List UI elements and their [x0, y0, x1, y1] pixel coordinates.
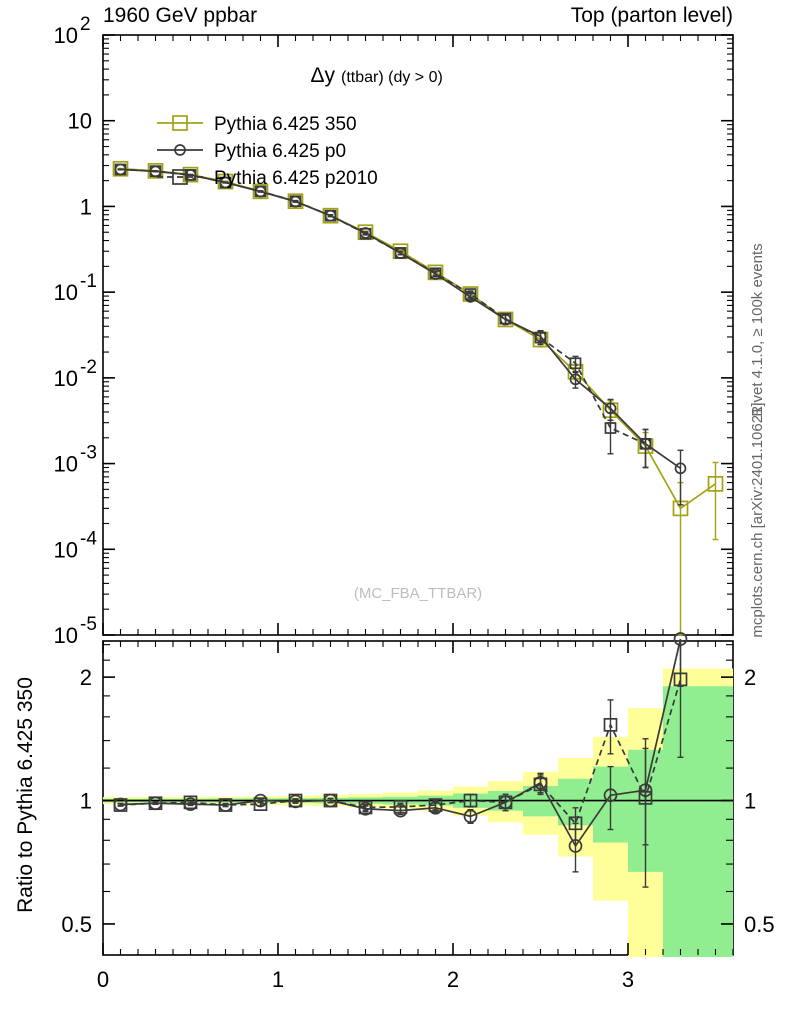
main-ytick-exponent: -3 — [80, 443, 97, 464]
main-ytick-label: 10 — [54, 623, 78, 648]
legend-label: Pythia 6.425 p2010 — [214, 168, 378, 189]
main-panel-series — [112, 160, 724, 636]
ratio-panel-series — [113, 632, 688, 888]
main-ytick-exponent: -1 — [80, 271, 97, 292]
ratio-ytick-label: 0.5 — [61, 912, 92, 937]
plot-title: Δy — [310, 64, 335, 87]
legend: Pythia 6.425 350 Pythia 6.425 p0 Pythia 6.… — [157, 114, 378, 189]
xtick-label: 0 — [97, 967, 109, 992]
main-ytick-label: 10 — [54, 280, 78, 305]
ratio-ytick-label: 1 — [744, 789, 756, 814]
ratio-ytick-label: 1 — [80, 789, 92, 814]
main-ytick-exponent: -2 — [80, 357, 97, 378]
ratio-axis-label: Ratio to Pythia 6.425 350 — [14, 677, 37, 913]
ratio-ytick-label: 2 — [80, 665, 92, 690]
ratio-ytick-label: 2 — [744, 665, 756, 690]
main-ytick-label: 10 — [54, 23, 78, 48]
legend-label: Pythia 6.425 350 — [214, 114, 357, 135]
header-left: 1960 GeV ppbar — [103, 4, 257, 27]
side-label-rivet: Rivet 4.1.0, ≥ 100k events — [749, 243, 766, 416]
legend-item: Pythia 6.425 350 — [157, 114, 357, 135]
main-ytick-exponent: -5 — [80, 614, 97, 635]
legend-item: Pythia 6.425 p2010 — [157, 168, 378, 189]
main-ytick-label: 10 — [68, 109, 92, 134]
header-right: Top (parton level) — [571, 4, 733, 27]
main-ytick-label: 10 — [54, 452, 78, 477]
main-panel-axes — [102, 34, 734, 636]
xtick-label: 3 — [622, 967, 634, 992]
main-ytick-exponent: -4 — [80, 528, 97, 549]
side-label-mcplots: mcplots.cern.ch [arXiv:2401.10621] — [749, 402, 766, 637]
xtick-label: 2 — [447, 967, 459, 992]
main-ytick-label: 10 — [54, 366, 78, 391]
main-ytick-label: 1 — [80, 194, 92, 219]
main-panel-background — [102, 34, 734, 956]
main-ytick-exponent: 2 — [80, 14, 91, 35]
plot-subtitle: (ttbar) (dy > 0) — [341, 69, 443, 86]
ratio-ytick-label: 0.5 — [744, 912, 775, 937]
analysis-watermark: (MC_FBA_TTBAR) — [354, 585, 482, 602]
legend-item: Pythia 6.425 p0 — [157, 141, 346, 162]
main-ytick-label: 10 — [54, 537, 78, 562]
xtick-label: 1 — [272, 967, 284, 992]
legend-label: Pythia 6.425 p0 — [214, 141, 346, 162]
